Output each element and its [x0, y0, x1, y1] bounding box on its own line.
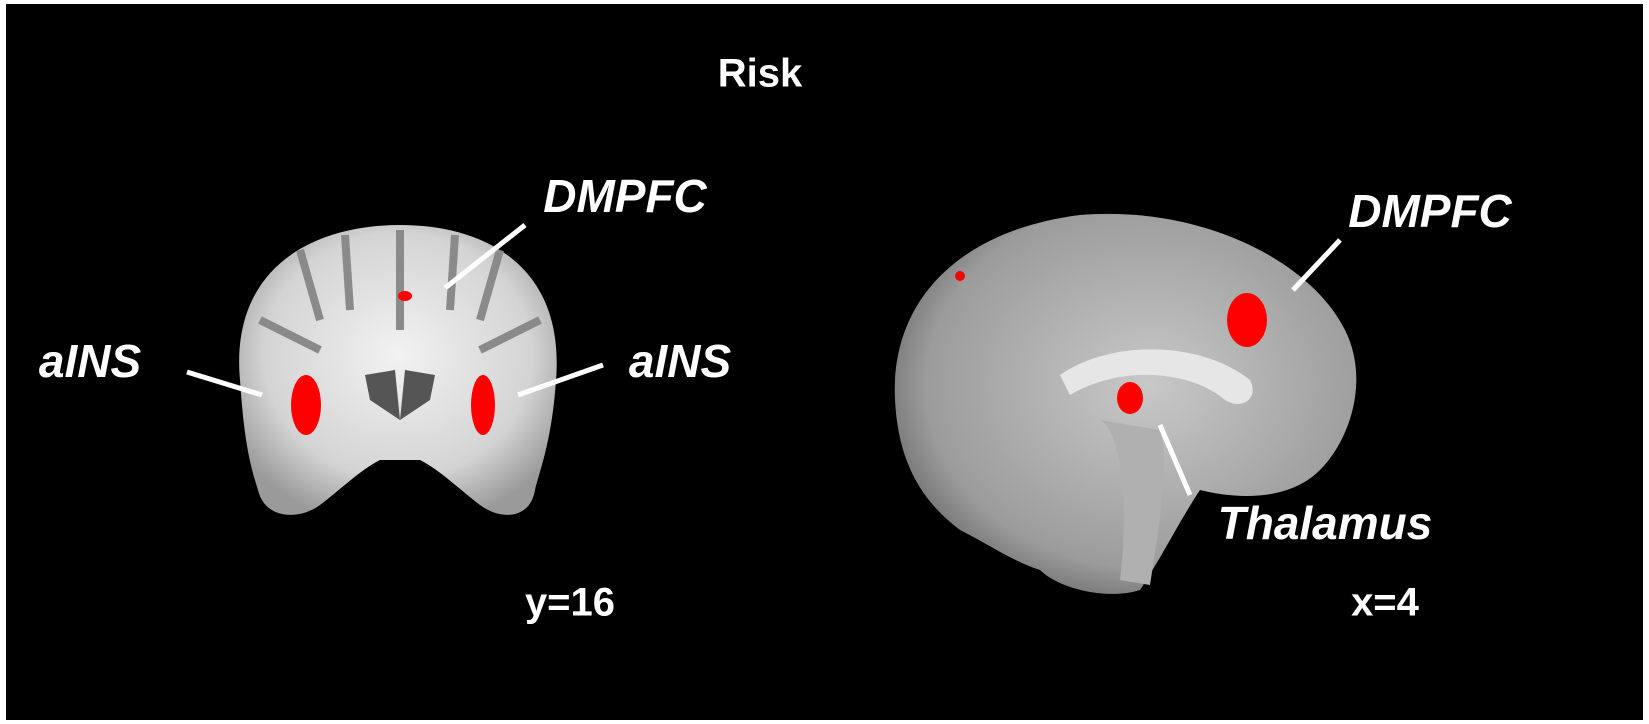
slice-coordinate: y=16: [525, 581, 615, 625]
slice-coordinate: x=4: [1351, 581, 1420, 625]
region-label: aINS: [629, 335, 732, 387]
region-label: aINS: [39, 335, 142, 387]
figure: Risk DMPFC aINS aINS y=16 DMPFC Thalamus…: [0, 0, 1649, 724]
region-label: DMPFC: [1348, 185, 1512, 237]
figure-title: Risk: [718, 52, 803, 96]
region-label: Thalamus: [1218, 497, 1433, 549]
region-label: DMPFC: [543, 170, 707, 222]
page: {"title": "Risk", "coronal": {"labels": …: [0, 0, 1649, 724]
